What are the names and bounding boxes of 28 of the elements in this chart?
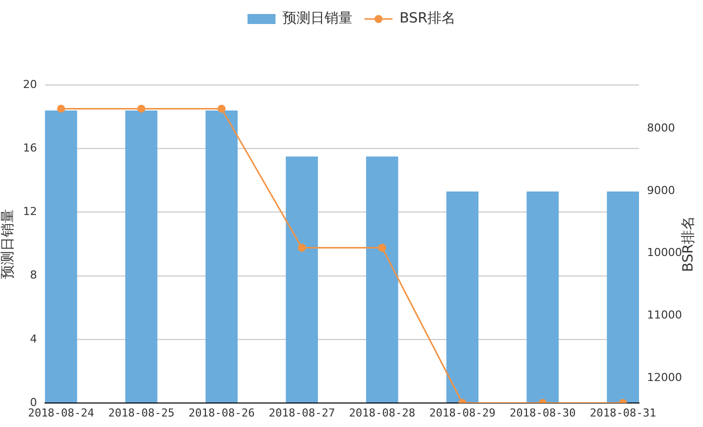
y-axis-title: 预测日销量	[0, 209, 16, 279]
point	[378, 244, 386, 252]
x-tick-label: 2018-08-30	[510, 406, 576, 420]
x-tick-label: 2018-08-29	[429, 406, 496, 420]
point	[218, 104, 226, 113]
point	[57, 104, 66, 113]
y2-tick-label: 12000	[647, 370, 682, 384]
y-tick-label: 0	[30, 396, 37, 409]
y2-tick-label: 10000	[647, 246, 682, 260]
x-tick-label: 2018-08-31	[590, 406, 656, 420]
y-tick-label: 12	[23, 205, 37, 218]
y2-axis-title: BSR排名	[680, 216, 697, 272]
x-tick-label: 2018-08-28	[349, 406, 416, 420]
point	[298, 244, 306, 252]
y-tick-label: 4	[30, 332, 37, 346]
y-tick-label: 20	[23, 78, 37, 91]
legend-label: BSR排名	[400, 10, 456, 27]
y2-tick-label: 11000	[647, 308, 682, 322]
y2-tick-label: 8000	[647, 122, 675, 135]
x-tick-label: 2018-08-26	[188, 406, 255, 420]
x-tick-label: 2018-08-24	[28, 406, 95, 420]
y-tick-label: 16	[23, 141, 37, 154]
y2-tick-label: 9000	[647, 184, 675, 197]
x-tick-label: 2018-08-27	[268, 406, 335, 420]
point	[137, 104, 146, 113]
x-tick-label: 2018-08-25	[108, 406, 174, 420]
y-tick-label: 8	[30, 268, 37, 282]
legend-label: 预测日销量	[282, 10, 353, 27]
